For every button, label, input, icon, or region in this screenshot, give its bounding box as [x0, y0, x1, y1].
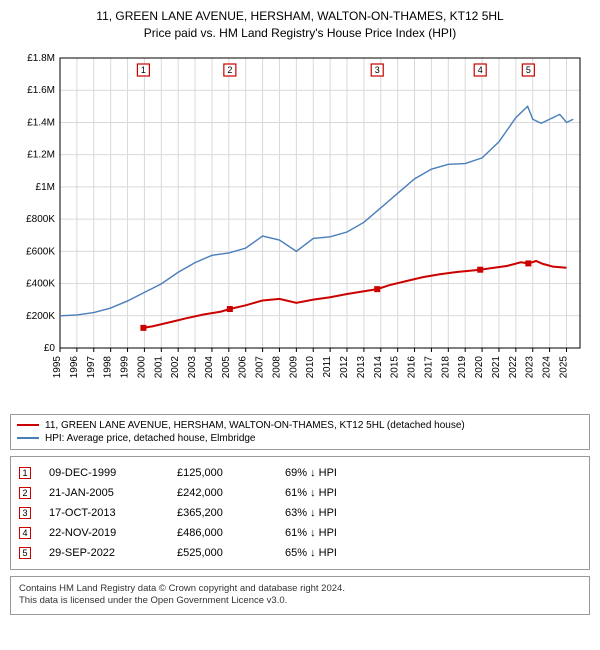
svg-text:£1.6M: £1.6M [27, 85, 55, 96]
title-line2: Price paid vs. HM Land Registry's House … [10, 25, 590, 42]
row-date: 21-JAN-2005 [49, 487, 159, 499]
title-block: 11, GREEN LANE AVENUE, HERSHAM, WALTON-O… [10, 8, 590, 42]
svg-text:2006: 2006 [238, 355, 249, 378]
svg-text:2009: 2009 [288, 355, 299, 378]
table-row: 1 09-DEC-1999 £125,000 69% ↓ HPI [19, 463, 581, 483]
data-marker-5 [526, 261, 531, 266]
svg-text:2015: 2015 [390, 355, 401, 378]
svg-text:2025: 2025 [558, 355, 569, 378]
footer: Contains HM Land Registry data © Crown c… [10, 576, 590, 616]
data-marker-4 [478, 267, 483, 272]
row-marker: 2 [19, 487, 31, 499]
row-pct: 69% ↓ HPI [285, 467, 385, 479]
table-row: 2 21-JAN-2005 £242,000 61% ↓ HPI [19, 483, 581, 503]
svg-text:2: 2 [227, 64, 232, 74]
data-marker-1 [141, 325, 146, 330]
transactions-table: 1 09-DEC-1999 £125,000 69% ↓ HPI 2 21-JAN-200… [10, 456, 590, 570]
legend-swatch [17, 437, 39, 439]
svg-text:1: 1 [141, 64, 146, 74]
legend-label: HPI: Average price, detached house, Elmb… [45, 433, 256, 444]
series-property [143, 261, 566, 328]
svg-text:£200K: £200K [26, 310, 55, 321]
svg-text:3: 3 [375, 64, 380, 74]
legend: 11, GREEN LANE AVENUE, HERSHAM, WALTON-O… [10, 414, 590, 450]
svg-text:£800K: £800K [26, 214, 55, 225]
row-date: 17-OCT-2013 [49, 507, 159, 519]
row-price: £365,200 [177, 507, 267, 519]
data-marker-3 [375, 286, 380, 291]
footer-line1: Contains HM Land Registry data © Crown c… [19, 583, 581, 596]
row-price: £125,000 [177, 467, 267, 479]
svg-text:2020: 2020 [474, 355, 485, 378]
table-row: 4 22-NOV-2019 £486,000 61% ↓ HPI [19, 523, 581, 543]
svg-text:2008: 2008 [271, 355, 282, 378]
svg-text:2017: 2017 [423, 355, 434, 378]
svg-text:2023: 2023 [525, 355, 536, 378]
row-marker: 4 [19, 527, 31, 539]
row-pct: 65% ↓ HPI [285, 547, 385, 559]
chart-svg: £0 £200K £400K £600K £800K £1M £1.2M £1.4M £1.6M… [10, 48, 590, 408]
chart: £0 £200K £400K £600K £800K £1M £1.2M £1.4M £1.6M… [10, 48, 590, 408]
row-price: £525,000 [177, 547, 267, 559]
svg-text:2019: 2019 [457, 355, 468, 378]
legend-row-1: HPI: Average price, detached house, Elmb… [17, 432, 583, 445]
svg-text:2021: 2021 [491, 355, 502, 378]
svg-text:1995: 1995 [52, 355, 63, 378]
row-date: 09-DEC-1999 [49, 467, 159, 479]
page: 11, GREEN LANE AVENUE, HERSHAM, WALTON-O… [0, 0, 600, 623]
svg-text:2003: 2003 [187, 355, 198, 378]
row-marker: 3 [19, 507, 31, 519]
svg-text:£0: £0 [44, 343, 56, 354]
svg-text:2012: 2012 [339, 355, 350, 378]
row-pct: 61% ↓ HPI [285, 487, 385, 499]
svg-text:2016: 2016 [407, 355, 418, 378]
svg-text:2014: 2014 [373, 355, 384, 378]
svg-text:£1.8M: £1.8M [27, 53, 55, 64]
svg-text:2005: 2005 [221, 355, 232, 378]
legend-label: 11, GREEN LANE AVENUE, HERSHAM, WALTON-O… [45, 420, 465, 431]
row-price: £242,000 [177, 487, 267, 499]
row-date: 29-SEP-2022 [49, 547, 159, 559]
svg-text:£400K: £400K [26, 278, 55, 289]
row-marker: 5 [19, 547, 31, 559]
row-pct: 61% ↓ HPI [285, 527, 385, 539]
svg-text:2001: 2001 [153, 355, 164, 378]
row-date: 22-NOV-2019 [49, 527, 159, 539]
svg-text:2013: 2013 [356, 355, 367, 378]
svg-text:£1.2M: £1.2M [27, 149, 55, 160]
svg-text:4: 4 [478, 64, 483, 74]
svg-text:1999: 1999 [120, 355, 131, 378]
title-line1: 11, GREEN LANE AVENUE, HERSHAM, WALTON-O… [10, 8, 590, 25]
svg-text:£1.4M: £1.4M [27, 117, 55, 128]
legend-row-0: 11, GREEN LANE AVENUE, HERSHAM, WALTON-O… [17, 419, 583, 432]
legend-swatch [17, 424, 39, 426]
svg-text:1996: 1996 [69, 355, 80, 378]
svg-text:2010: 2010 [305, 355, 316, 378]
svg-text:1997: 1997 [86, 355, 97, 378]
table-row: 5 29-SEP-2022 £525,000 65% ↓ HPI [19, 543, 581, 563]
footer-line2: This data is licensed under the Open Gov… [19, 595, 581, 608]
svg-text:2007: 2007 [255, 355, 266, 378]
row-price: £486,000 [177, 527, 267, 539]
data-marker-2 [227, 306, 232, 311]
svg-text:2018: 2018 [440, 355, 451, 378]
svg-text:1998: 1998 [103, 355, 114, 378]
svg-text:5: 5 [526, 64, 531, 74]
row-marker: 1 [19, 467, 31, 479]
svg-text:2000: 2000 [136, 355, 147, 378]
svg-text:£600K: £600K [26, 246, 55, 257]
svg-text:2011: 2011 [322, 355, 333, 377]
svg-text:2022: 2022 [508, 355, 519, 378]
svg-text:2024: 2024 [542, 355, 553, 378]
series-hpi [60, 106, 573, 315]
svg-text:£1M: £1M [36, 181, 55, 192]
row-pct: 63% ↓ HPI [285, 507, 385, 519]
svg-text:2002: 2002 [170, 355, 181, 378]
svg-text:2004: 2004 [204, 355, 215, 378]
table-row: 3 17-OCT-2013 £365,200 63% ↓ HPI [19, 503, 581, 523]
